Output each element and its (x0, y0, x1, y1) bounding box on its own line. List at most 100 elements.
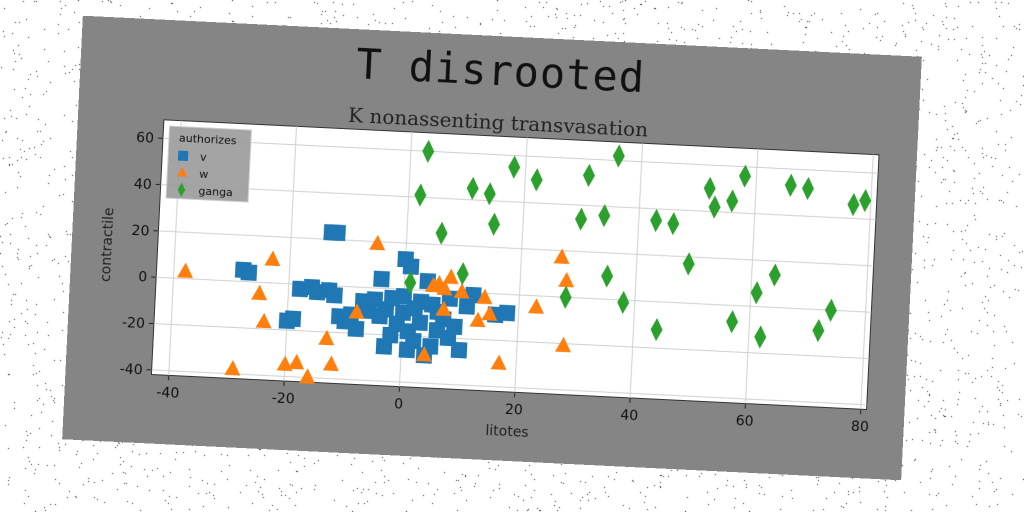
point-ganga (650, 318, 663, 342)
x-tick-label: 40 (620, 407, 639, 424)
point-v (383, 289, 401, 307)
point-v (240, 264, 258, 281)
x-tick-label: 20 (505, 402, 524, 419)
point-v (423, 296, 441, 314)
point-ganga (483, 182, 496, 206)
point-ganga (784, 173, 797, 197)
y-tick-label: -20 (122, 315, 146, 332)
point-w (224, 360, 241, 376)
point-ganga (682, 252, 695, 276)
legend-label-w: w (199, 168, 209, 181)
point-w (435, 300, 452, 317)
plot-area (150, 119, 880, 411)
legend-marker-w (177, 167, 188, 177)
legend-title: authorizes (179, 132, 237, 148)
point-ganga (456, 262, 469, 286)
point-w (288, 353, 305, 370)
legend-marker-v (177, 150, 189, 162)
x-axis-label: litotes (485, 423, 529, 441)
point-w (348, 303, 365, 319)
point-ganga (703, 176, 716, 200)
y-tick-label: 60 (136, 130, 155, 147)
y-tick-label: 40 (133, 176, 152, 193)
x-tick-label: -40 (156, 385, 180, 402)
point-ganga (414, 183, 427, 207)
point-v (284, 310, 302, 328)
point-v (404, 332, 422, 350)
x-tick-label: 0 (394, 396, 404, 412)
point-ganga (612, 144, 625, 168)
y-tick-label: 20 (131, 223, 150, 240)
x-gridline (514, 137, 528, 393)
point-v (406, 300, 424, 317)
point-w (553, 248, 570, 265)
series-w (177, 234, 575, 384)
point-ganga (750, 281, 763, 305)
point-w (318, 329, 335, 346)
point-ganga (488, 212, 501, 236)
point-w (369, 234, 386, 251)
y-gridline (153, 323, 870, 360)
chart-figure: T disrooted K nonassenting transvasation… (62, 15, 922, 481)
point-w (469, 311, 486, 328)
point-w (276, 355, 293, 372)
point-ganga (422, 139, 435, 163)
point-ganga (667, 212, 680, 236)
x-tick-label: 80 (851, 419, 870, 436)
point-ganga (726, 189, 739, 213)
point-ganga (601, 264, 614, 288)
legend-box (165, 125, 252, 203)
y-gridline (158, 230, 874, 267)
point-ganga (404, 271, 417, 295)
legend-label-v: v (200, 151, 208, 164)
series-v (234, 224, 516, 364)
point-ganga (812, 318, 825, 343)
y-gridline (151, 369, 867, 406)
series-ganga (404, 139, 872, 349)
point-w (453, 283, 470, 299)
point-ganga (768, 263, 781, 287)
legend-label-ganga: ganga (198, 185, 233, 200)
point-v (464, 286, 482, 304)
point-w (177, 262, 194, 279)
point-w (554, 336, 571, 353)
point-w (415, 346, 432, 362)
point-ganga (802, 176, 814, 201)
point-w (558, 271, 575, 288)
point-v (373, 270, 390, 288)
point-w (436, 279, 453, 296)
point-v (450, 341, 468, 359)
point-v (498, 304, 516, 322)
y-axis-label: contractile (98, 207, 118, 282)
point-w (442, 268, 459, 285)
point-v (347, 320, 365, 338)
y-gridline (160, 184, 876, 221)
point-ganga (508, 155, 521, 179)
y-tick-label: -40 (119, 361, 143, 378)
x-tick-label: -20 (271, 390, 295, 407)
x-tick-label: 60 (735, 413, 754, 430)
point-w (481, 305, 498, 321)
point-ganga (739, 164, 752, 188)
point-w (476, 288, 493, 305)
grid-lines (151, 120, 879, 410)
legend-marker-ganga (177, 182, 186, 198)
point-ganga (559, 285, 572, 309)
data-points (177, 139, 872, 384)
point-w (264, 250, 281, 267)
point-ganga (847, 193, 860, 217)
point-ganga (575, 207, 588, 231)
point-ganga (708, 195, 721, 219)
axes: -40 -20 0 20 40 60 80 -40 -20 0 20 40 60 litotes contr… (98, 130, 870, 441)
point-ganga (598, 204, 611, 228)
point-ganga (466, 176, 479, 200)
x-gridline (860, 154, 874, 410)
point-ganga (754, 325, 767, 349)
y-tick-label: 0 (138, 269, 148, 285)
point-ganga (617, 290, 630, 315)
point-ganga (435, 221, 448, 245)
legend: authorizes vw ganga (165, 125, 252, 203)
point-ganga (726, 310, 739, 334)
point-v (402, 258, 420, 275)
x-gridline (283, 126, 298, 382)
